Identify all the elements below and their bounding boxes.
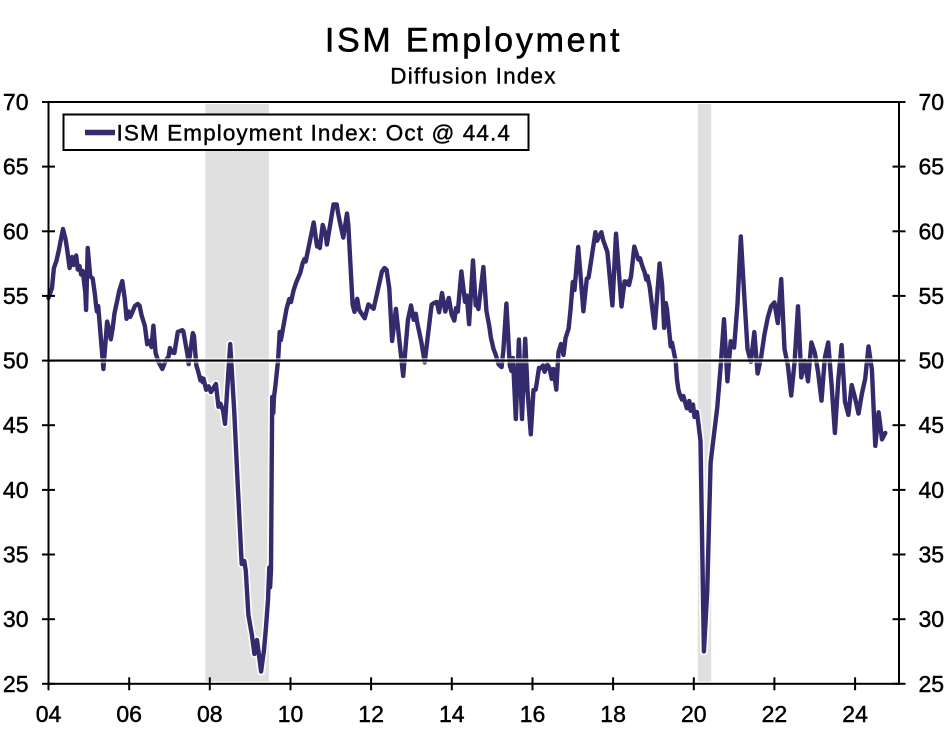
svg-text:16: 16 [520, 701, 546, 727]
svg-text:50: 50 [919, 348, 945, 374]
svg-text:40: 40 [919, 477, 945, 503]
svg-text:35: 35 [919, 542, 945, 568]
svg-text:45: 45 [919, 412, 945, 438]
svg-text:60: 60 [3, 218, 29, 244]
svg-text:45: 45 [3, 412, 29, 438]
svg-text:ISM Employment Index: Oct @ 44: ISM Employment Index: Oct @ 44.4 [117, 121, 511, 146]
svg-text:24: 24 [842, 701, 868, 727]
svg-text:12: 12 [358, 701, 384, 727]
svg-text:18: 18 [600, 701, 626, 727]
svg-text:04: 04 [36, 701, 62, 727]
svg-text:30: 30 [3, 606, 29, 632]
svg-text:35: 35 [3, 542, 29, 568]
svg-text:22: 22 [762, 701, 788, 727]
svg-text:Diffusion Index: Diffusion Index [390, 64, 556, 89]
svg-text:70: 70 [3, 89, 29, 115]
svg-text:25: 25 [3, 671, 29, 697]
svg-text:08: 08 [197, 701, 223, 727]
svg-text:10: 10 [278, 701, 304, 727]
svg-text:70: 70 [919, 89, 945, 115]
svg-text:60: 60 [919, 218, 945, 244]
svg-text:14: 14 [439, 701, 465, 727]
svg-text:65: 65 [3, 154, 29, 180]
svg-text:20: 20 [681, 701, 707, 727]
svg-text:06: 06 [116, 701, 142, 727]
svg-text:40: 40 [3, 477, 29, 503]
svg-text:65: 65 [919, 154, 945, 180]
svg-text:55: 55 [3, 283, 29, 309]
svg-text:30: 30 [919, 606, 945, 632]
svg-text:25: 25 [919, 671, 945, 697]
svg-text:ISM Employment: ISM Employment [325, 22, 622, 60]
svg-text:50: 50 [3, 348, 29, 374]
svg-text:55: 55 [919, 283, 945, 309]
